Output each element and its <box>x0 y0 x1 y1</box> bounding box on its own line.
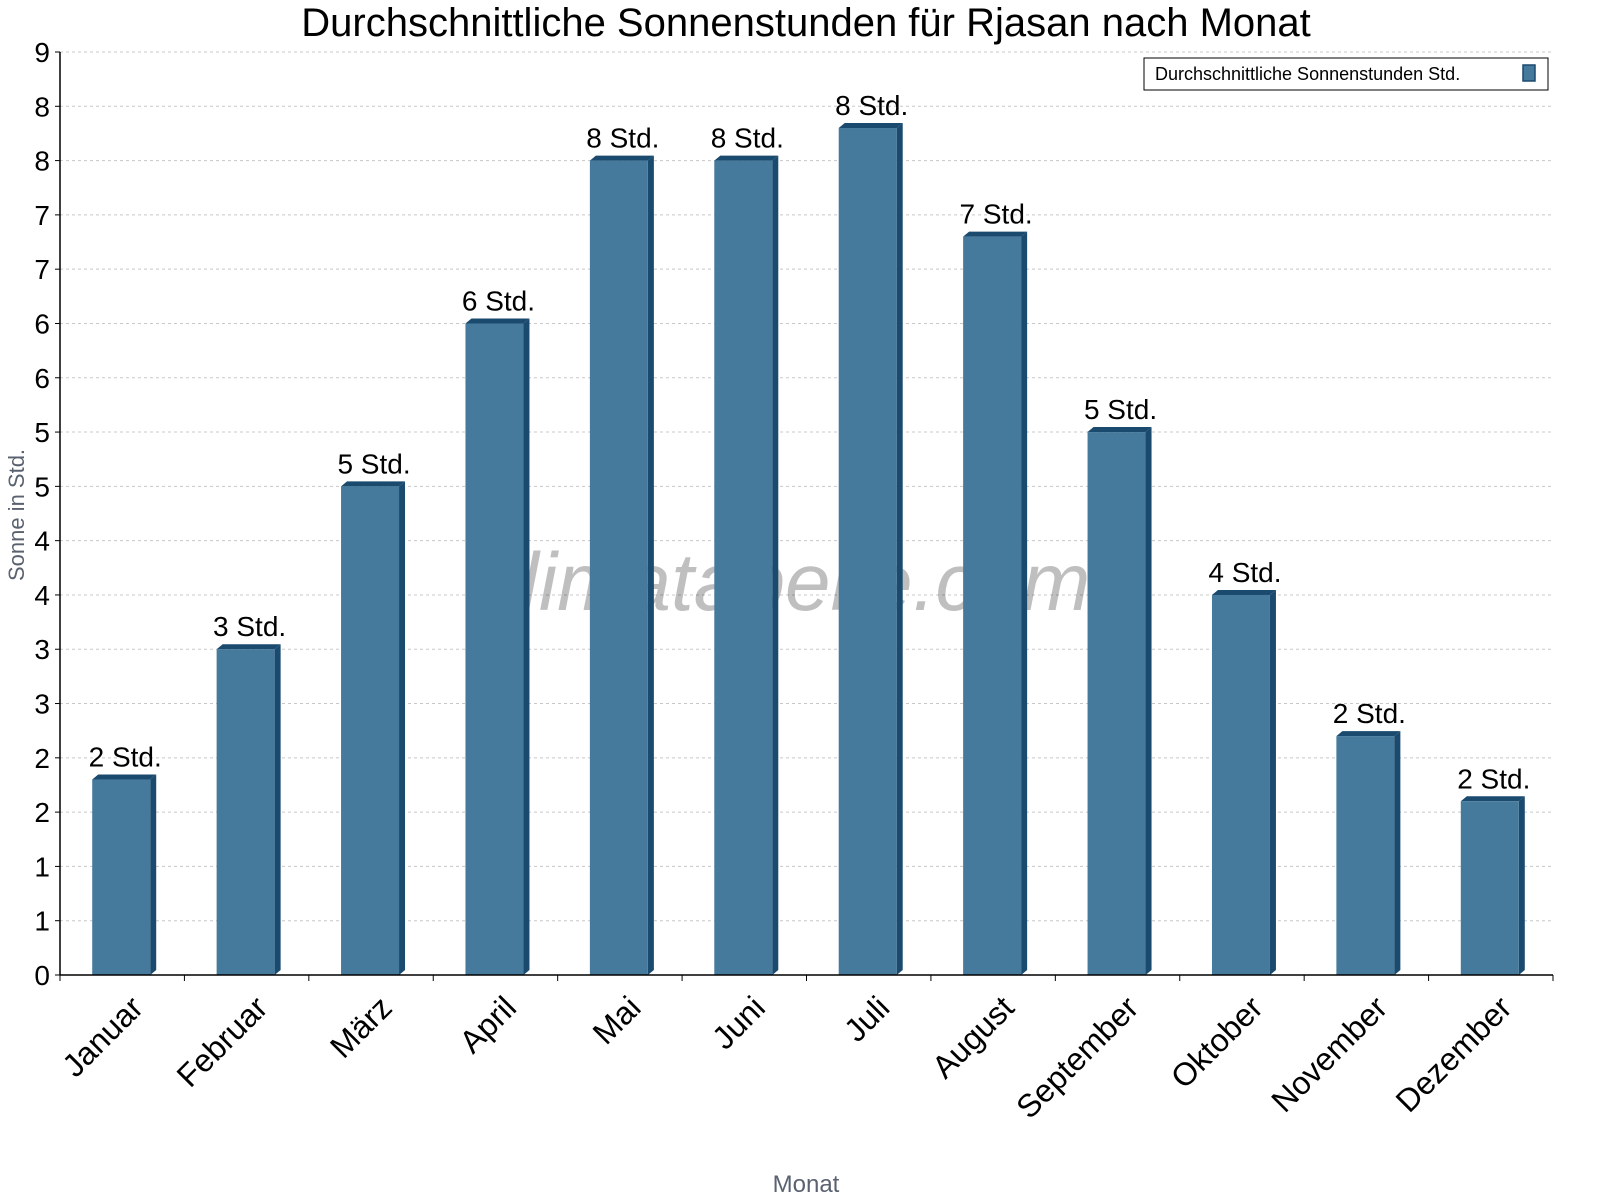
y-tick-label: 8 <box>34 91 50 122</box>
y-tick-label: 1 <box>34 906 50 937</box>
y-tick-label: 8 <box>34 146 50 177</box>
y-tick-label: 5 <box>34 417 50 448</box>
bar-side <box>1518 796 1525 975</box>
bar-group: 8 Std. <box>711 123 784 975</box>
data-label: 8 Std. <box>711 123 784 154</box>
bar <box>216 649 275 975</box>
bar <box>92 779 151 975</box>
y-tick-label: 6 <box>34 363 50 394</box>
data-label: 2 Std. <box>1333 698 1406 729</box>
x-tick-label: April <box>452 989 523 1060</box>
data-label: 2 Std. <box>89 742 162 773</box>
x-tick-label: November <box>1264 989 1394 1119</box>
x-tick-label: Januar <box>55 989 150 1084</box>
x-axis-label: Monat <box>773 1171 840 1198</box>
x-tick-label: März <box>323 989 399 1065</box>
x-tick-label: August <box>925 989 1021 1085</box>
bar-top <box>92 774 157 780</box>
bar-side <box>1269 589 1276 975</box>
data-label: 7 Std. <box>960 199 1033 230</box>
bar <box>465 323 524 975</box>
x-tick-label: Dezember <box>1389 989 1519 1119</box>
data-label: 8 Std. <box>586 123 659 154</box>
y-tick-label: 7 <box>34 254 50 285</box>
data-label: 6 Std. <box>462 285 535 316</box>
bar-group: 4 Std. <box>1208 557 1282 975</box>
chart-title: Durchschnittliche Sonnenstunden für Rjas… <box>301 1 1311 45</box>
data-label: 2 Std. <box>1457 763 1530 794</box>
bar <box>1087 432 1146 975</box>
bar-side <box>1021 231 1028 976</box>
bar-group: 8 Std. <box>835 90 908 975</box>
x-tick-label: Juni <box>705 989 772 1056</box>
bar <box>1460 801 1519 975</box>
y-tick-label: 7 <box>34 200 50 231</box>
bar <box>714 160 773 975</box>
y-tick-label: 1 <box>34 851 50 882</box>
bar-top <box>341 481 406 487</box>
bar-top <box>1460 796 1525 802</box>
bar <box>1336 736 1395 975</box>
data-label: 4 Std. <box>1208 557 1281 588</box>
legend-swatch <box>1522 64 1536 82</box>
bar-top <box>963 231 1028 237</box>
bar-top <box>589 155 654 161</box>
x-tick-label: Oktober <box>1164 989 1270 1095</box>
y-tick-label: 2 <box>34 797 50 828</box>
bar-group: 3 Std. <box>213 611 286 975</box>
x-tick-label: Juli <box>837 989 896 1048</box>
bar-group: 2 Std. <box>1333 698 1406 975</box>
bar-top <box>1211 589 1276 595</box>
gridlines <box>60 51 1553 922</box>
data-label: 8 Std. <box>835 90 908 121</box>
x-tick-label: Mai <box>586 989 648 1051</box>
bar-group: 5 Std. <box>337 448 411 975</box>
y-tick-label: 6 <box>34 308 50 339</box>
bar-top <box>216 644 281 650</box>
bars: 2 Std. 3 Std. 5 Std. 6 Std. 8 Std. 8 Std. 8 St… <box>89 90 1530 976</box>
bar-side <box>150 774 157 975</box>
bar-side <box>647 155 654 975</box>
bar-group: 8 Std. <box>586 123 659 975</box>
bar-group: 2 Std. <box>89 742 162 975</box>
x-tick-label: Februar <box>170 989 275 1094</box>
bar-top <box>1087 427 1152 433</box>
data-label: 5 Std. <box>337 448 410 479</box>
y-tick-label: 9 <box>34 37 50 68</box>
bar-side <box>896 123 903 975</box>
bar-side <box>772 155 779 975</box>
bar <box>838 128 897 975</box>
bar <box>589 160 648 975</box>
bar-group: 6 Std. <box>462 285 535 975</box>
bar-group: 7 Std. <box>960 199 1033 976</box>
y-tick-label: 2 <box>34 743 50 774</box>
legend: Durchschnittliche Sonnenstunden Std. <box>1143 57 1549 91</box>
y-axis-label: Sonne in Std. <box>4 449 29 581</box>
bar <box>963 236 1022 976</box>
bar-group: 5 Std. <box>1084 394 1157 975</box>
y-tick-label: 4 <box>34 580 50 611</box>
y-tick-label: 5 <box>34 471 50 502</box>
y-tick-label: 0 <box>34 960 50 991</box>
data-label: 5 Std. <box>1084 394 1157 425</box>
bar-top <box>838 123 903 129</box>
data-label: 3 Std. <box>213 611 286 642</box>
bar-top <box>1336 731 1401 737</box>
bar <box>1211 594 1270 975</box>
bar-top <box>465 318 530 324</box>
bar-side <box>1145 427 1152 975</box>
x-tick-label: September <box>1009 989 1145 1125</box>
legend-label: Durchschnittliche Sonnenstunden Std. <box>1155 64 1460 84</box>
y-tick-label: 3 <box>34 689 50 720</box>
bar-group: 2 Std. <box>1457 763 1530 975</box>
bar-side <box>1394 731 1401 975</box>
y-tick-label: 4 <box>34 526 50 557</box>
bar-side <box>274 644 281 975</box>
bar-side <box>399 481 406 975</box>
bar-top <box>714 155 779 161</box>
bar <box>341 486 400 975</box>
y-tick-label: 3 <box>34 634 50 665</box>
bar-side <box>523 318 530 975</box>
